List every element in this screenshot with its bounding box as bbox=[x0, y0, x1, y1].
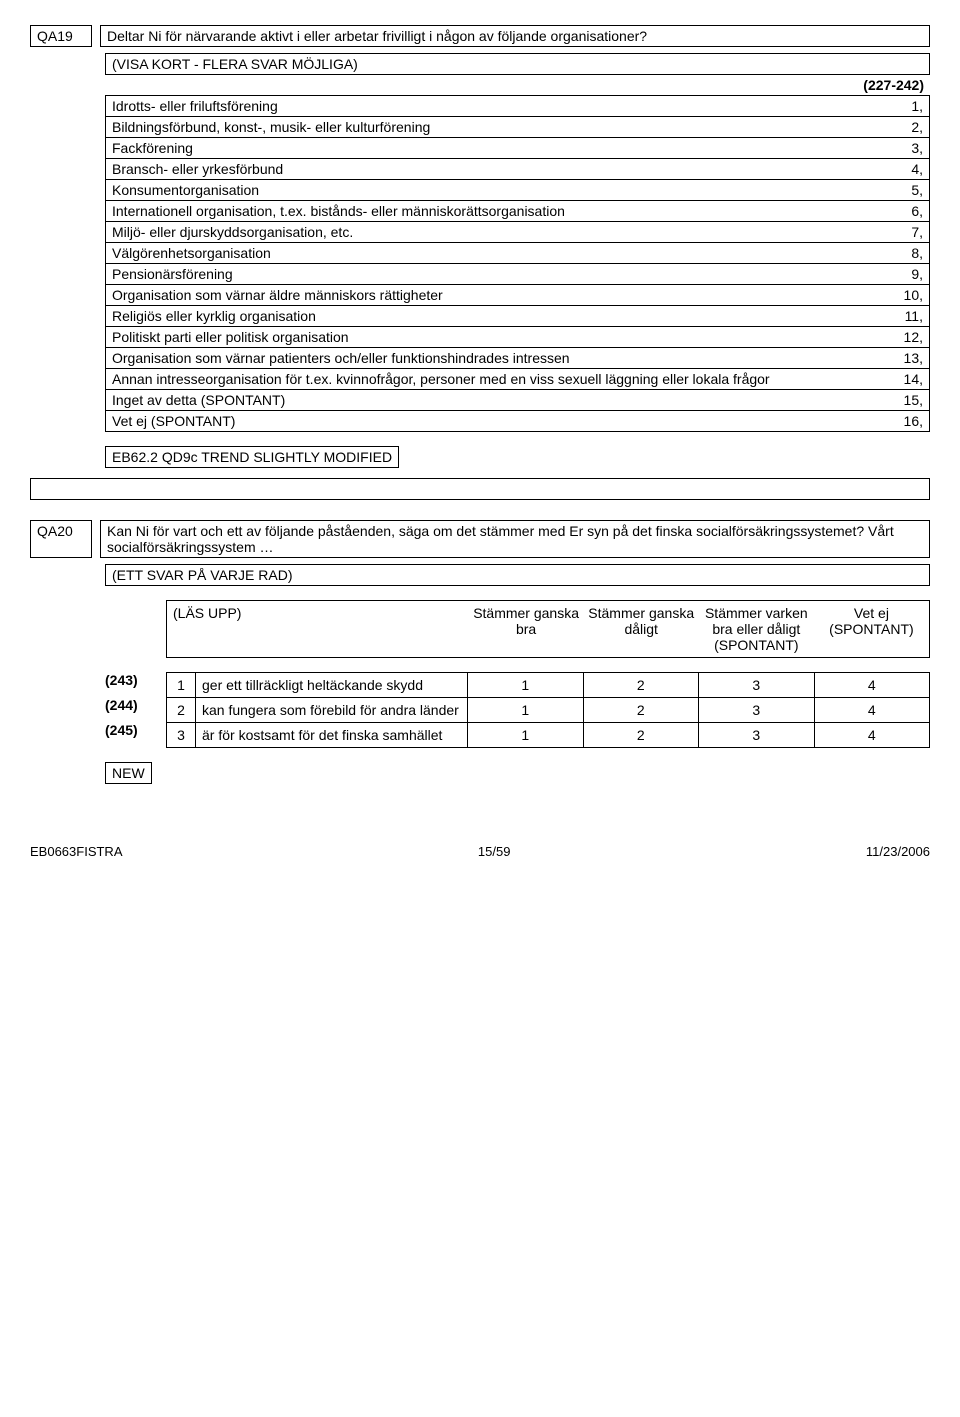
table-row: (243)1ger ett tillräckligt heltäckande s… bbox=[105, 672, 930, 698]
option-label: Organisation som värnar äldre människors… bbox=[106, 285, 837, 305]
footer-left: EB0663FISTRA bbox=[30, 844, 123, 859]
cell-value: 3 bbox=[699, 723, 814, 747]
option-value: 12, bbox=[837, 327, 929, 347]
option-value: 3, bbox=[837, 138, 929, 158]
row-text: är för kostsamt för det finska samhället bbox=[196, 723, 468, 747]
qa19-question: Deltar Ni för närvarande aktivt i eller … bbox=[100, 25, 930, 47]
qa20-question: Kan Ni för vart och ett av följande påst… bbox=[100, 520, 930, 558]
separator-box bbox=[30, 478, 930, 500]
row-number: 1 bbox=[167, 673, 196, 697]
option-label: Bildningsförbund, konst-, musik- eller k… bbox=[106, 117, 837, 137]
option-value: 13, bbox=[837, 348, 929, 368]
qa20-rows: (243)1ger ett tillräckligt heltäckande s… bbox=[105, 672, 930, 748]
option-row: Politiskt parti eller politisk organisat… bbox=[105, 326, 930, 348]
option-value: 14, bbox=[837, 369, 929, 389]
option-row: Inget av detta (SPONTANT)15, bbox=[105, 389, 930, 411]
page-footer: EB0663FISTRA 15/59 11/23/2006 bbox=[30, 844, 930, 859]
option-value: 8, bbox=[837, 243, 929, 263]
option-row: Pensionärsförening9, bbox=[105, 263, 930, 285]
qa19-reference: EB62.2 QD9c TREND SLIGHTLY MODIFIED bbox=[105, 446, 399, 468]
option-label: Religiös eller kyrklig organisation bbox=[106, 306, 837, 326]
option-label: Pensionärsförening bbox=[106, 264, 837, 284]
option-value: 10, bbox=[837, 285, 929, 305]
option-label: Organisation som värnar patienters och/e… bbox=[106, 348, 837, 368]
option-row: Fackförening3, bbox=[105, 137, 930, 159]
option-value: 4, bbox=[837, 159, 929, 179]
qa20-code: QA20 bbox=[30, 520, 92, 558]
col-header-2: Stämmer ganska dåligt bbox=[584, 601, 699, 657]
cell-value: 2 bbox=[584, 723, 699, 747]
option-label: Konsumentorganisation bbox=[106, 180, 837, 200]
row-reference: (245) bbox=[105, 722, 166, 748]
cell-value: 1 bbox=[468, 673, 583, 697]
footer-center: 15/59 bbox=[478, 844, 511, 859]
option-value: 9, bbox=[837, 264, 929, 284]
row-number: 3 bbox=[167, 723, 196, 747]
option-label: Fackförening bbox=[106, 138, 837, 158]
qa19-range: (227-242) bbox=[105, 75, 930, 95]
row-reference: (244) bbox=[105, 697, 166, 723]
option-label: Miljö- eller djurskyddsorganisation, etc… bbox=[106, 222, 837, 242]
option-row: Organisation som värnar äldre människors… bbox=[105, 284, 930, 306]
row-number: 2 bbox=[167, 698, 196, 722]
cell-value: 4 bbox=[815, 673, 929, 697]
table-row: (245)3är för kostsamt för det finska sam… bbox=[105, 722, 930, 748]
option-row: Välgörenhetsorganisation8, bbox=[105, 242, 930, 264]
qa19-code: QA19 bbox=[30, 25, 92, 47]
option-label: Vet ej (SPONTANT) bbox=[106, 411, 837, 431]
table-row: (244)2kan fungera som förebild för andra… bbox=[105, 697, 930, 723]
option-label: Internationell organisation, t.ex. bistå… bbox=[106, 201, 837, 221]
cell-value: 1 bbox=[468, 723, 583, 747]
row-text: ger ett tillräckligt heltäckande skydd bbox=[196, 673, 468, 697]
qa19-instruction: (VISA KORT - FLERA SVAR MÖJLIGA) bbox=[105, 53, 930, 75]
option-label: Inget av detta (SPONTANT) bbox=[106, 390, 837, 410]
footer-right: 11/23/2006 bbox=[866, 844, 930, 859]
option-row: Annan intresseorganisation för t.ex. kvi… bbox=[105, 368, 930, 390]
option-value: 2, bbox=[837, 117, 929, 137]
option-value: 16, bbox=[837, 411, 929, 431]
qa20-reference: NEW bbox=[105, 762, 152, 784]
option-value: 6, bbox=[837, 201, 929, 221]
option-label: Bransch- eller yrkesförbund bbox=[106, 159, 837, 179]
option-row: Bildningsförbund, konst-, musik- eller k… bbox=[105, 116, 930, 138]
cell-value: 3 bbox=[699, 698, 814, 722]
option-value: 15, bbox=[837, 390, 929, 410]
option-label: Politiskt parti eller politisk organisat… bbox=[106, 327, 837, 347]
option-label: Välgörenhetsorganisation bbox=[106, 243, 837, 263]
option-row: Internationell organisation, t.ex. bistå… bbox=[105, 200, 930, 222]
option-row: Miljö- eller djurskyddsorganisation, etc… bbox=[105, 221, 930, 243]
cell-value: 3 bbox=[699, 673, 814, 697]
option-row: Religiös eller kyrklig organisation11, bbox=[105, 305, 930, 327]
row-text: kan fungera som förebild för andra lände… bbox=[196, 698, 468, 722]
qa19-header: QA19 Deltar Ni för närvarande aktivt i e… bbox=[30, 25, 930, 47]
col-header-4: Vet ej (SPONTANT) bbox=[814, 601, 929, 657]
option-row: Organisation som värnar patienters och/e… bbox=[105, 347, 930, 369]
option-row: Konsumentorganisation5, bbox=[105, 179, 930, 201]
option-value: 7, bbox=[837, 222, 929, 242]
cell-value: 4 bbox=[815, 723, 929, 747]
option-label: Annan intresseorganisation för t.ex. kvi… bbox=[106, 369, 837, 389]
option-value: 11, bbox=[837, 306, 929, 326]
col-header-1: Stämmer ganska bra bbox=[469, 601, 584, 657]
cell-value: 2 bbox=[584, 673, 699, 697]
cell-value: 2 bbox=[584, 698, 699, 722]
option-row: Idrotts- eller friluftsförening1, bbox=[105, 95, 930, 117]
readout-label: (LÄS UPP) bbox=[167, 601, 469, 657]
option-row: Bransch- eller yrkesförbund4, bbox=[105, 158, 930, 180]
cell-value: 4 bbox=[815, 698, 929, 722]
option-value: 5, bbox=[837, 180, 929, 200]
option-value: 1, bbox=[837, 96, 929, 116]
qa19-options-list: Idrotts- eller friluftsförening1,Bildnin… bbox=[105, 95, 930, 432]
qa20-instruction: (ETT SVAR PÅ VARJE RAD) bbox=[105, 564, 930, 586]
col-header-3: Stämmer varken bra eller dåligt (SPONTAN… bbox=[699, 601, 814, 657]
option-row: Vet ej (SPONTANT)16, bbox=[105, 410, 930, 432]
cell-value: 1 bbox=[468, 698, 583, 722]
row-reference: (243) bbox=[105, 672, 166, 698]
option-label: Idrotts- eller friluftsförening bbox=[106, 96, 837, 116]
qa20-header: QA20 Kan Ni för vart och ett av följande… bbox=[30, 520, 930, 558]
